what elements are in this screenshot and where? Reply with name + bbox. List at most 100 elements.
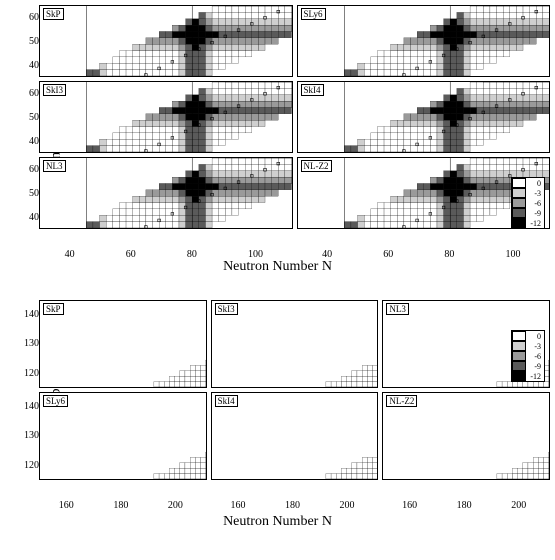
xticks-group: 160 180 200 xyxy=(382,500,546,511)
xtick: 180 xyxy=(285,500,300,511)
legend-label: -3 xyxy=(526,189,544,198)
ytick: 140 xyxy=(19,401,39,412)
xtick: 160 xyxy=(59,500,74,511)
ytick: 120 xyxy=(19,368,39,379)
xtick: 180 xyxy=(457,500,472,511)
legend-label: -6 xyxy=(526,352,544,361)
legend-row: -3 xyxy=(512,188,544,198)
panel-bot-3: SLy6 xyxy=(39,392,207,480)
yticks-top: 60 50 40 xyxy=(25,157,39,229)
ytick: 60 xyxy=(25,12,39,23)
legend-row: -6 xyxy=(512,351,544,361)
xtick: 200 xyxy=(340,500,355,511)
panel-svg xyxy=(40,158,292,228)
ytick: 140 xyxy=(19,309,39,320)
xtick: 40 xyxy=(65,249,75,260)
legend-row: -3 xyxy=(512,341,544,351)
panel-label: SkP xyxy=(43,8,64,20)
yticks-bot: 140 130 120 xyxy=(19,300,39,388)
figure-top: Proton Number Z 60 50 40 60 50 40 60 50 … xyxy=(5,5,550,275)
panel-svg xyxy=(40,301,206,387)
ytick: 60 xyxy=(25,88,39,99)
ytick: 40 xyxy=(25,212,39,223)
xtick: 100 xyxy=(505,249,520,260)
ytick: 130 xyxy=(19,338,39,349)
legend-swatch xyxy=(512,198,526,208)
xlabel-bot: Neutron Number N xyxy=(223,514,332,530)
ytick: 60 xyxy=(25,164,39,175)
ytick: 50 xyxy=(25,188,39,199)
xtick: 200 xyxy=(168,500,183,511)
panel-bot-4: SkI4 xyxy=(211,392,379,480)
ytick: 120 xyxy=(19,460,39,471)
panel-grid-bot: SkP SkI3 NL3 SLy6 SkI4 NL-Z2 xyxy=(39,300,550,480)
legend-swatch xyxy=(512,188,526,198)
legend-label: -9 xyxy=(526,362,544,371)
xtick: 60 xyxy=(383,249,393,260)
legend-bot: 0-3-6-9-12 xyxy=(511,330,545,382)
xtick: 80 xyxy=(444,249,454,260)
panel-label: SkI4 xyxy=(215,395,238,407)
legend-top: 0-3-6-9-12 xyxy=(511,177,545,229)
panel-top-3: SkI4 xyxy=(297,81,551,153)
panel-top-0: SkP xyxy=(39,5,293,77)
legend-label: 0 xyxy=(526,179,544,188)
panel-label: SkI4 xyxy=(301,84,324,96)
xticks-group: 160 180 200 xyxy=(39,500,203,511)
legend-label: -6 xyxy=(526,199,544,208)
legend-label: 0 xyxy=(526,332,544,341)
panel-bot-0: SkP xyxy=(39,300,207,388)
legend-row: -9 xyxy=(512,361,544,371)
legend-row: 0 xyxy=(512,331,544,341)
xticks-group: 160 180 200 xyxy=(211,500,375,511)
xticks-group: 40 60 80 100 xyxy=(297,249,547,260)
ytick: 130 xyxy=(19,430,39,441)
xtick: 200 xyxy=(511,500,526,511)
panel-label: SkP xyxy=(43,303,64,315)
legend-label: -9 xyxy=(526,209,544,218)
panel-svg xyxy=(298,6,550,76)
xtick: 180 xyxy=(113,500,128,511)
legend-swatch xyxy=(512,178,526,188)
legend-row: -12 xyxy=(512,371,544,381)
legend-swatch xyxy=(512,218,526,228)
panel-label: NL3 xyxy=(43,160,66,172)
panel-grid-top: SkP SLy6 SkI3 SkI4 NL3 NL-Z2 xyxy=(39,5,550,229)
xtick: 60 xyxy=(126,249,136,260)
legend-swatch xyxy=(512,331,526,341)
panel-top-4: NL3 xyxy=(39,157,293,229)
panel-svg xyxy=(298,82,550,152)
yticks-top: 60 50 40 xyxy=(25,5,39,77)
legend-label: -12 xyxy=(526,372,544,381)
xtick: 160 xyxy=(230,500,245,511)
panel-label: SLy6 xyxy=(43,395,68,407)
yticks-top: 60 50 40 xyxy=(25,81,39,153)
panel-svg xyxy=(40,6,292,76)
panel-label: NL3 xyxy=(386,303,409,315)
panel-top-2: SkI3 xyxy=(39,81,293,153)
legend-label: -12 xyxy=(526,219,544,228)
panel-top-1: SLy6 xyxy=(297,5,551,77)
legend-row: 0 xyxy=(512,178,544,188)
panel-svg xyxy=(40,82,292,152)
panel-label: SkI3 xyxy=(215,303,238,315)
xtick: 160 xyxy=(402,500,417,511)
legend-row: -9 xyxy=(512,208,544,218)
legend-row: -6 xyxy=(512,198,544,208)
legend-swatch xyxy=(512,351,526,361)
legend-label: -3 xyxy=(526,342,544,351)
panel-label: SkI3 xyxy=(43,84,66,96)
panel-label: NL-Z2 xyxy=(386,395,417,407)
panel-bot-1: SkI3 xyxy=(211,300,379,388)
legend-swatch xyxy=(512,341,526,351)
legend-swatch xyxy=(512,208,526,218)
panel-bot-5: NL-Z2 xyxy=(382,392,550,480)
ytick: 50 xyxy=(25,36,39,47)
legend-swatch xyxy=(512,371,526,381)
ytick: 50 xyxy=(25,112,39,123)
yticks-bot: 140 130 120 xyxy=(19,392,39,480)
xlabel-top: Neutron Number N xyxy=(223,259,332,275)
panel-label: SLy6 xyxy=(301,8,326,20)
xtick: 80 xyxy=(187,249,197,260)
ytick: 40 xyxy=(25,136,39,147)
